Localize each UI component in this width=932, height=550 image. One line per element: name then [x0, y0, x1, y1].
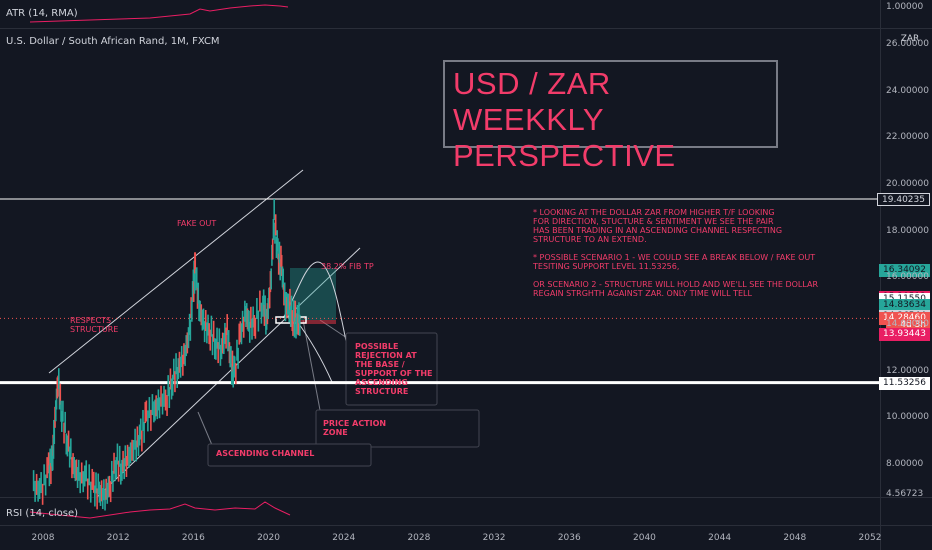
y-tick-label: 22.00000	[886, 132, 929, 143]
channel-upper-line	[48, 169, 304, 374]
price-tag[interactable]: 13.93443	[879, 328, 930, 342]
price-tag[interactable]: 16.34092	[879, 264, 930, 278]
x-tick-label: 2028	[407, 533, 431, 543]
fib-tp-label: 38.2% FIB TP	[321, 262, 374, 271]
y-tick-label: 24.00000	[886, 85, 929, 96]
ascending-channel-label: ASCENDING CHANNEL	[216, 449, 315, 458]
atr-title: ATR (14, RMA)	[6, 8, 78, 19]
price-tag[interactable]: 19.40235	[877, 192, 930, 206]
x-tick-label: 2032	[482, 533, 506, 543]
y-tick-label: 16.00000	[886, 272, 929, 283]
rsi-title: RSI (14, close)	[6, 508, 79, 519]
main-chart-title: U.S. Dollar / South African Rand, 1M, FX…	[6, 36, 220, 47]
banner-line-1: USD / ZAR	[453, 66, 611, 101]
price-tag[interactable]: 14.83634	[879, 299, 930, 313]
y-tick-label: 14.00000	[886, 319, 929, 329]
rsi-axis-label: 4.56723	[886, 489, 924, 499]
zone-box	[315, 409, 480, 448]
x-tick-label: 2052	[858, 533, 882, 543]
x-tick-label: 2008	[31, 533, 55, 543]
respects-structure-label: RESPECTS STRUCTURE	[70, 316, 119, 334]
channel-box	[207, 443, 372, 467]
y-tick-label: 20.00000	[886, 179, 929, 189]
analysis-notes: * LOOKING AT THE DOLLAR ZAR FROM HIGHER …	[533, 208, 819, 298]
x-tick-label: 2012	[106, 533, 130, 543]
projection-path-up	[282, 261, 353, 373]
x-tick-label: 2044	[708, 533, 732, 543]
y-tick-label: 18.00000	[886, 225, 929, 236]
price-action-zone-label: PRICE ACTION ZONE	[323, 419, 387, 437]
x-tick-label: 2024	[332, 533, 356, 543]
x-tick-label: 2016	[181, 533, 205, 543]
x-tick-label: 2036	[557, 533, 581, 543]
atr-line	[29, 4, 289, 23]
x-tick-label: 2040	[633, 533, 656, 543]
y-tick-label: 10.00000	[886, 412, 929, 423]
rejection-box	[345, 332, 438, 406]
channel-lower-line	[96, 247, 361, 498]
rejection-label: POSSIBLE REJECTION AT THE BASE / SUPPORT…	[355, 342, 433, 396]
projection-path-down	[295, 319, 333, 383]
rsi-line	[29, 501, 291, 519]
currency-badge[interactable]: ZAR	[898, 34, 922, 48]
stop-zone	[290, 320, 336, 324]
price-tag[interactable]: 11.53256	[879, 376, 930, 390]
banner-box: USD / ZAR WEEKKLY PERSPECTIVE	[443, 60, 778, 173]
y-tick-label: 12.00000	[886, 365, 929, 376]
fake-out-label: FAKE OUT	[177, 219, 217, 228]
zone-pointer-line	[302, 319, 321, 411]
y-tick-label: 26.00000	[886, 39, 929, 49]
atr-axis-label: 1.00000	[886, 2, 924, 12]
x-tick-label: 2020	[257, 533, 280, 543]
banner-line-2: WEEKKLY PERSPECTIVE	[453, 102, 676, 173]
y-tick-label: 8.00000	[886, 459, 924, 469]
channel-pointer-line	[197, 411, 213, 446]
x-tick-label: 2048	[783, 533, 807, 543]
